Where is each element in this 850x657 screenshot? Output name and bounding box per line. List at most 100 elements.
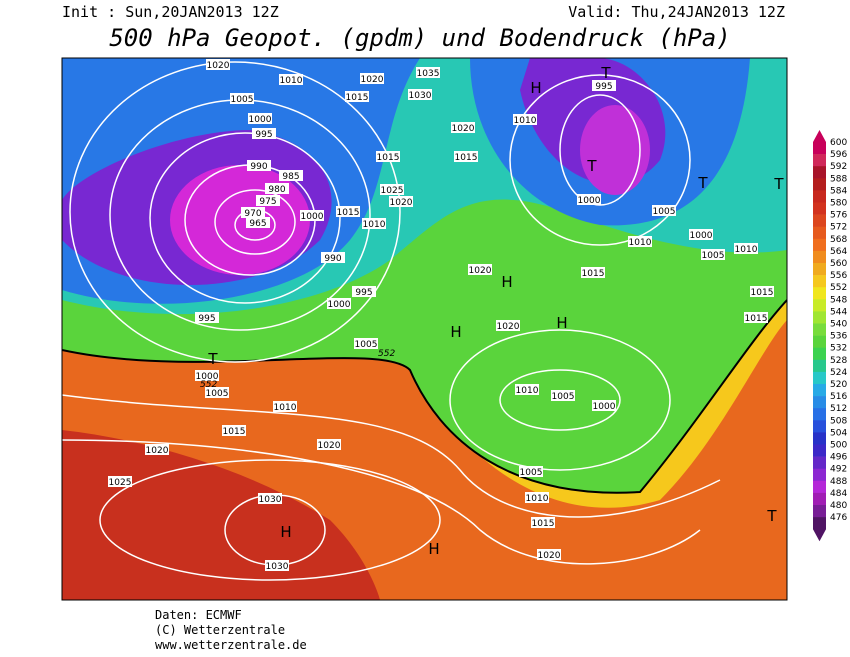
legend-swatch (813, 287, 826, 300)
isobar-label: 1030 (259, 495, 282, 505)
isobar-label-box (362, 218, 386, 229)
isobar-label-box (416, 67, 440, 78)
isobar-label-box (317, 439, 341, 450)
legend-swatch (813, 480, 826, 494)
pressure-center: T (586, 157, 597, 175)
isobar-label: 1000 (690, 231, 713, 241)
isobar-label: 1020 (452, 124, 475, 134)
legend-label: 580 (830, 199, 847, 209)
isobar-label-box (345, 91, 369, 102)
isobar-label-box (258, 493, 282, 504)
field-magenta (580, 105, 650, 195)
isobar-label-box (279, 74, 303, 85)
legend-label: 568 (830, 235, 847, 245)
legend-swatch (813, 166, 826, 179)
isobar-label: 1025 (109, 478, 132, 488)
isobar-label: 1020 (390, 198, 413, 208)
init-time: Init : Sun,20JAN2013 12Z (62, 3, 279, 21)
legend-label: 480 (830, 501, 847, 511)
isobar-label: 995 (255, 130, 272, 140)
legend-swatch (813, 178, 826, 191)
isobar-label-box (360, 73, 384, 84)
isobar-label-box (513, 114, 537, 125)
pressure-center: H (280, 523, 291, 541)
isobar-label: 1020 (207, 61, 230, 71)
legend-label: 588 (830, 174, 847, 184)
legend-label: 536 (830, 332, 847, 342)
legend-label: 484 (830, 489, 847, 499)
valid-time: Valid: Thu,24JAN2013 12Z (568, 3, 785, 21)
legend-swatch (813, 359, 826, 373)
isobar-label-box (525, 492, 549, 503)
isobar-label-box (750, 286, 774, 297)
isobar-label-box (273, 401, 297, 412)
isobar-label: 1005 (520, 468, 543, 478)
contour-label: 552 (200, 380, 217, 390)
isobar-label: 1035 (417, 69, 440, 79)
field-hot (62, 430, 380, 600)
legend-swatch (813, 408, 826, 421)
legend-swatch (813, 396, 826, 409)
legend-swatch (813, 190, 826, 203)
legend-label: 564 (830, 247, 847, 257)
isobar-label: 1015 (582, 269, 605, 279)
legend-arrow (813, 529, 826, 542)
isobar-label-box (321, 252, 345, 263)
legend-swatch (813, 468, 826, 482)
legend-label: 508 (830, 416, 847, 426)
legend-label: 500 (830, 441, 847, 451)
legend-label: 520 (830, 380, 847, 390)
isobar-label: 1015 (745, 314, 768, 324)
map-frame (61, 57, 788, 601)
legend-swatch (813, 238, 826, 252)
legend-label: 572 (830, 223, 847, 233)
isobar-label: 1005 (206, 389, 229, 399)
isobar-label: 1010 (516, 386, 539, 396)
isobar-label: 1005 (231, 95, 254, 105)
isobar-label: 1020 (469, 266, 492, 276)
isobar-label: 1020 (538, 551, 561, 561)
isobar-label: 1000 (578, 196, 601, 206)
isobar-label-box (265, 183, 289, 194)
legend-swatch (813, 142, 826, 155)
isobar-label-box (248, 113, 272, 124)
legend-label: 540 (830, 320, 847, 330)
isobar-label-box (327, 298, 351, 309)
isobar-label: 1015 (346, 93, 369, 103)
isobar-label-box (247, 160, 271, 171)
website: www.wetterzentrale.de (155, 638, 307, 652)
legend-swatch (813, 263, 826, 276)
isobar-label: 1020 (497, 322, 520, 332)
map-title: 500 hPa Geopot. (gpdm) und Bodendruck (h… (109, 24, 730, 52)
isobar-label: 1020 (146, 446, 169, 456)
pressure-center: T (600, 64, 611, 82)
legend-label: 492 (830, 465, 847, 475)
isobar-label-box (195, 312, 219, 323)
legend-swatch (813, 432, 826, 445)
pressure-center: H (450, 323, 461, 341)
pressure-center: T (697, 174, 708, 192)
isobar-label: 1020 (318, 441, 341, 451)
isobar-label: 995 (595, 82, 612, 92)
isobar-label: 1015 (377, 153, 400, 163)
isobar-label: 1010 (526, 494, 549, 504)
isobar-label: 1015 (455, 153, 478, 163)
isobar-label-box (376, 151, 400, 162)
legend-swatch (813, 492, 826, 506)
isobar-label: 1005 (355, 340, 378, 350)
legend-swatch (813, 505, 826, 518)
isobar-label: 965 (249, 219, 266, 229)
pressure-center: H (428, 540, 439, 558)
data-source: Daten: ECMWF (155, 608, 242, 622)
legend-label: 544 (830, 307, 847, 317)
isobar-label: 975 (259, 197, 276, 207)
isobar-label: 980 (268, 185, 285, 195)
legend-label: 532 (830, 344, 847, 354)
isobar-label: 1015 (751, 288, 774, 298)
isobar-label-box (734, 243, 758, 254)
isobar-label: 990 (324, 254, 341, 264)
pressure-center: H (501, 273, 512, 291)
isobar-label-box (205, 387, 229, 398)
isobar-label-box (454, 151, 478, 162)
